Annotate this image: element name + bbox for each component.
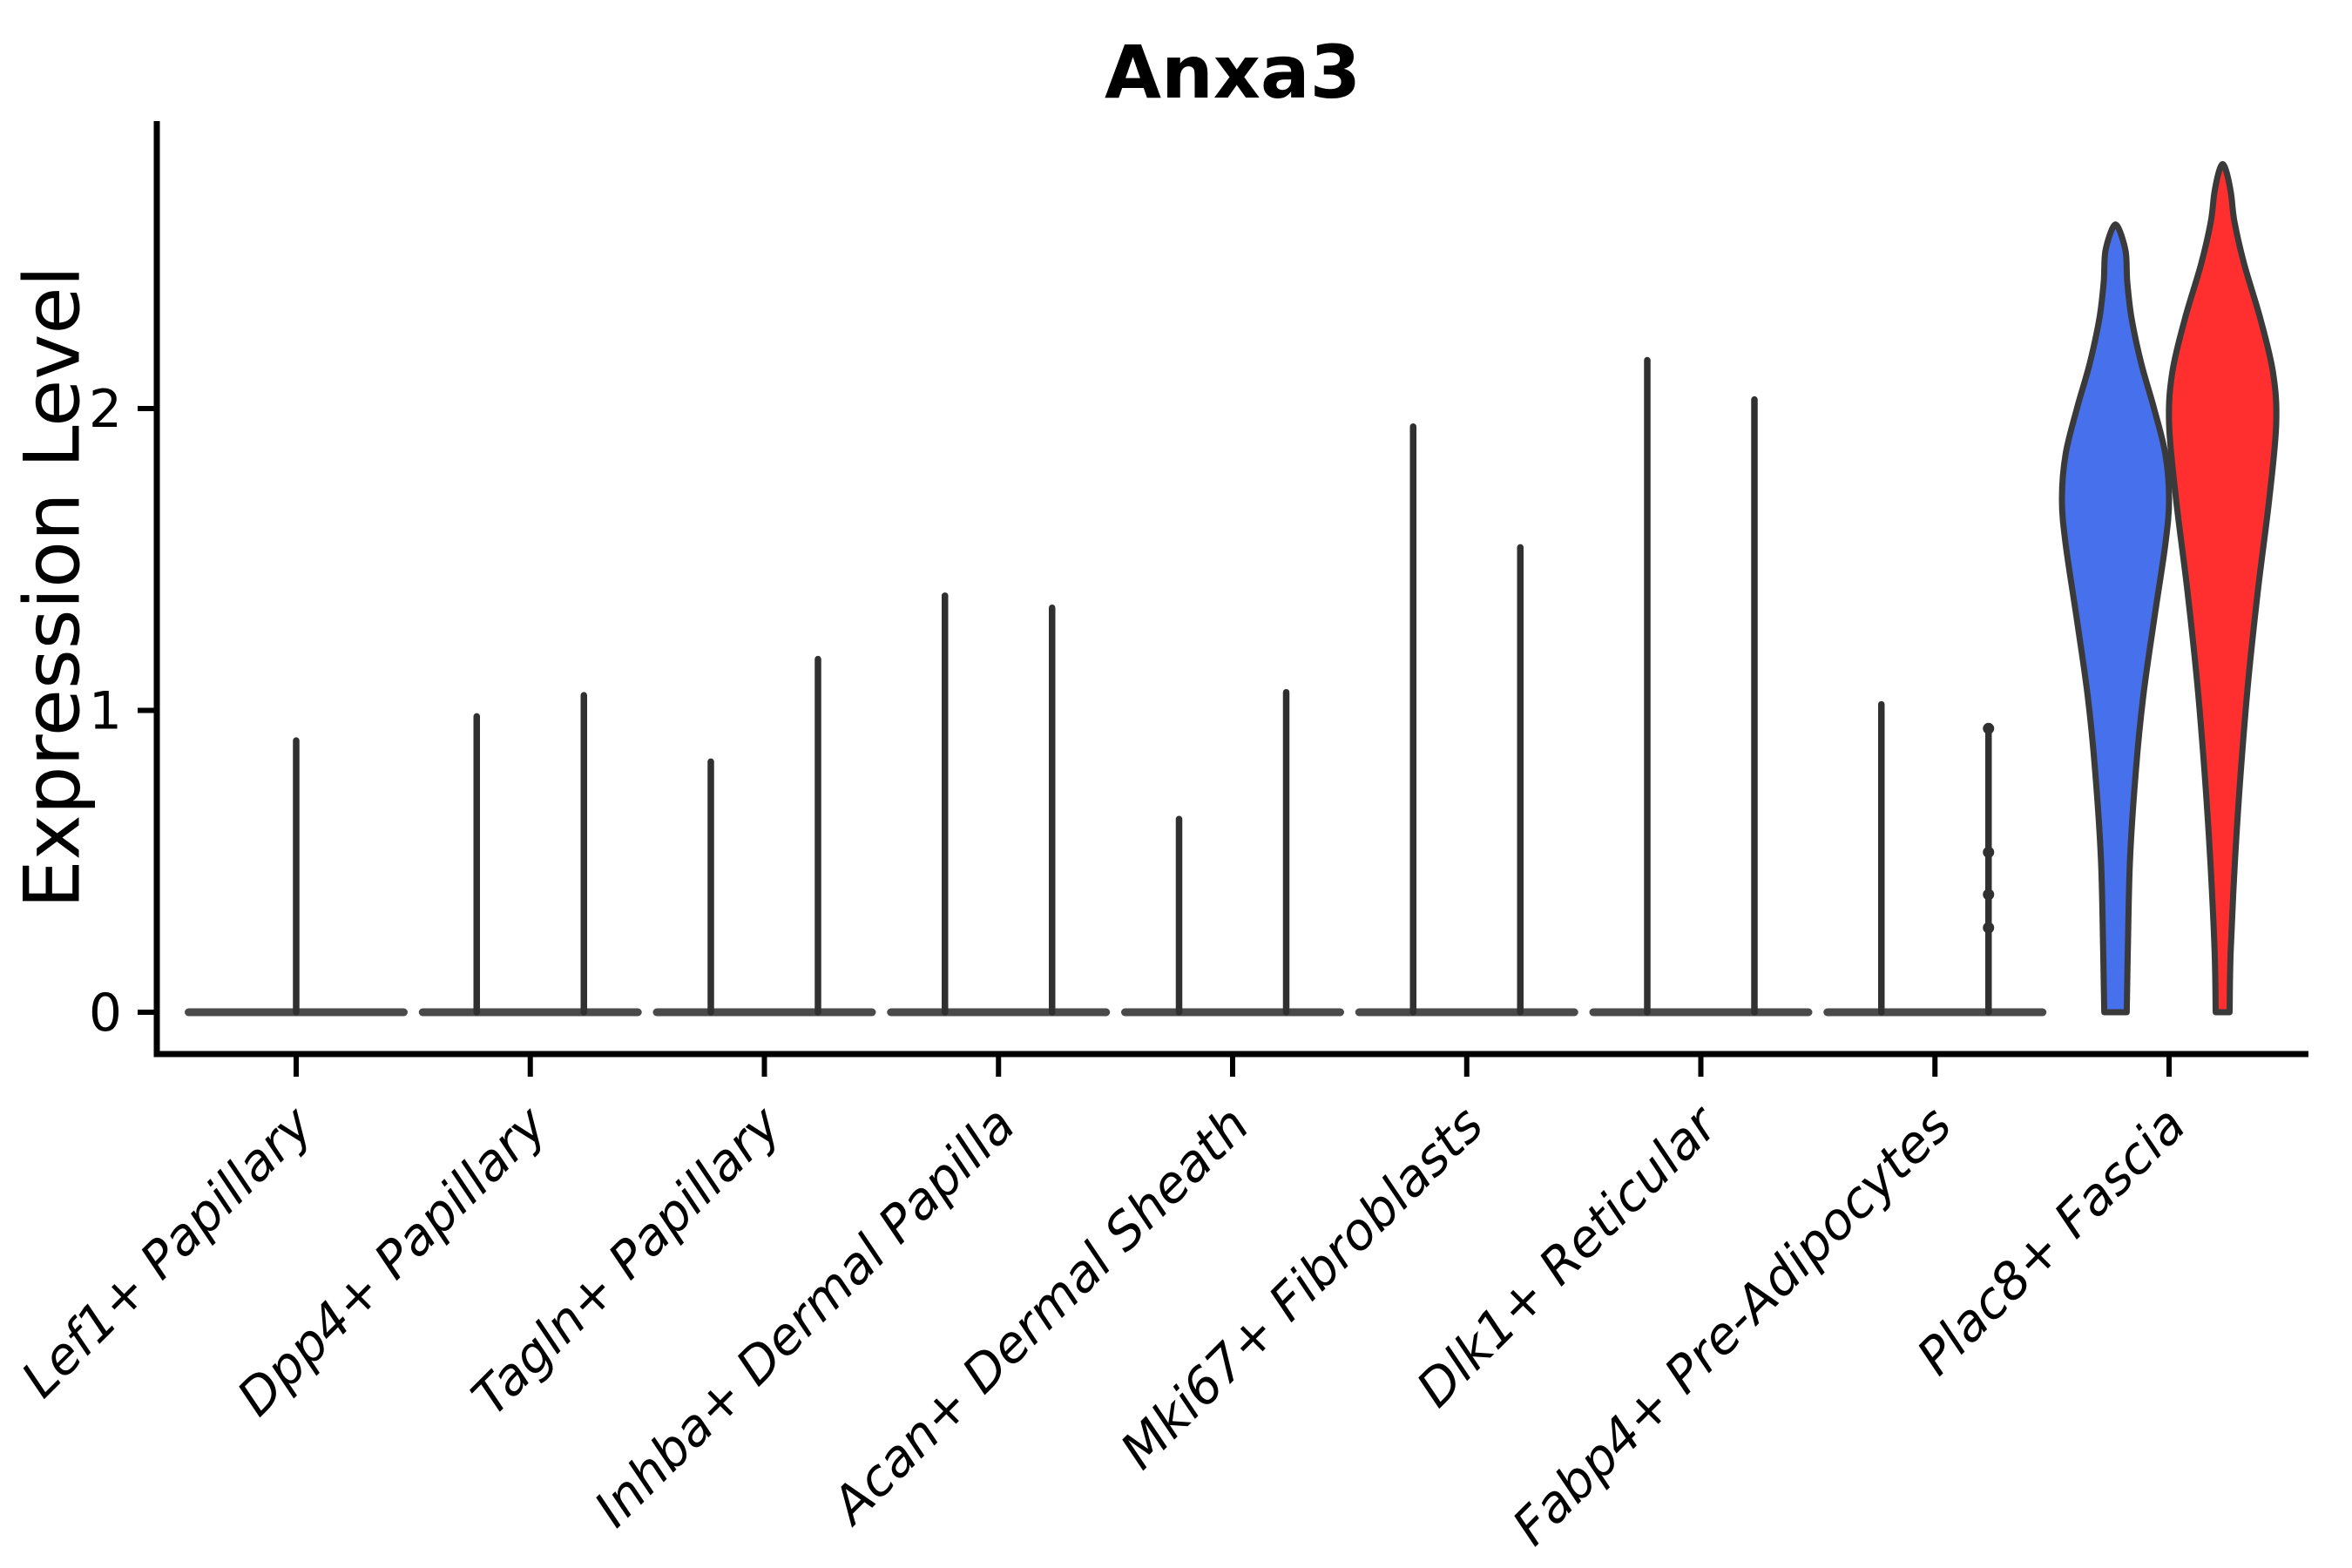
y-tick-label: 2 [89,379,122,440]
expression-point [1983,922,1995,934]
violin-red [2166,160,2280,1016]
expression-point [1983,889,1995,901]
violin-blue [2058,221,2173,1016]
y-tick-label: 1 [89,681,122,742]
y-tick-label: 0 [89,983,122,1044]
expression-point [1983,722,1995,734]
category-label: Acan+ Dermal Sheath [818,1095,1260,1538]
plot-title: Anxa3 [1104,30,1362,115]
expression-point [1983,846,1995,858]
category-label: Fabp4+ Pre-Adipocytes [1501,1095,1963,1557]
category-label: Inhba+ Dermal Papilla [583,1095,1026,1538]
